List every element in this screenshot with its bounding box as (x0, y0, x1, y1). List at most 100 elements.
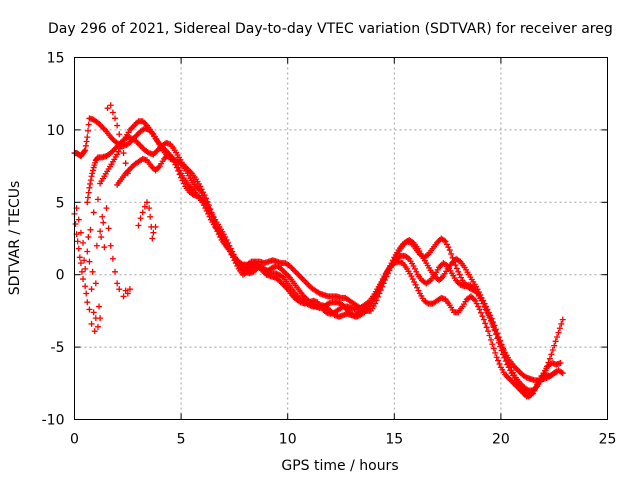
data-point-early-scatter (104, 105, 111, 112)
data-point-early-scatter (122, 160, 129, 167)
data-point-early-scatter (82, 283, 89, 290)
data-point-track-d (479, 313, 486, 320)
data-point-early-scatter (87, 226, 94, 233)
data-point-early-scatter (135, 222, 142, 229)
data-point-early-scatter (94, 323, 101, 330)
y-axis-label: SDTVAR / TECUs (7, 181, 23, 296)
data-point-early-scatter (139, 209, 146, 216)
data-point-early-scatter (146, 205, 153, 212)
data-point-track-c (492, 327, 499, 334)
data-point-track-d (486, 332, 493, 339)
data-point-early-scatter (105, 225, 112, 232)
data-point-track-a (549, 346, 556, 353)
data-point-track-d (496, 360, 503, 367)
data-point-early-scatter (96, 303, 103, 310)
data-point-track-a (554, 333, 561, 340)
data-point-early-scatter (120, 150, 127, 157)
data-point-track-d (483, 324, 490, 331)
data-point-early-scatter (89, 268, 96, 275)
data-point-early-scatter (112, 268, 119, 275)
data-point-track-c (452, 262, 459, 269)
data-point-track-d (476, 306, 483, 313)
data-point-early-scatter (86, 306, 93, 313)
y-tick-label: 5 (56, 195, 65, 211)
data-point-track-d (485, 328, 492, 335)
data-point-early-scatter (77, 260, 84, 267)
data-point-track-d (492, 349, 499, 356)
data-point-early-scatter (80, 239, 87, 246)
data-point-early-scatter (100, 219, 107, 226)
data-point-track-b (559, 370, 566, 377)
data-point-track-a (559, 316, 566, 323)
data-point-early-scatter (86, 258, 93, 265)
data-point-track-a (551, 342, 558, 349)
data-points (71, 102, 566, 400)
data-point-track-a (81, 148, 88, 155)
data-point-track-c (486, 314, 493, 321)
data-point-track-c (483, 307, 490, 314)
data-point-early-scatter (118, 141, 125, 148)
data-point-early-scatter (98, 234, 105, 241)
data-point-track-c (446, 247, 453, 254)
y-tick-label: -5 (51, 340, 65, 356)
data-point-track-c (449, 254, 456, 261)
data-point-early-scatter (141, 203, 148, 210)
data-point-early-scatter (143, 199, 150, 206)
data-point-track-d (480, 316, 487, 323)
x-tick-label: 5 (177, 432, 186, 448)
data-point-early-scatter (82, 265, 89, 272)
data-point-track-c (493, 331, 500, 338)
data-point-early-scatter (107, 242, 114, 249)
data-point-track-c (495, 334, 502, 341)
data-point-early-scatter (90, 209, 97, 216)
data-point-early-scatter (147, 213, 154, 220)
data-point-early-scatter (81, 257, 88, 264)
data-point-track-d (495, 357, 502, 364)
data-point-track-c (450, 258, 457, 265)
data-point-track-b (201, 192, 208, 199)
chart-title: Day 296 of 2021, Sidereal Day-to-day VTE… (48, 21, 613, 37)
data-point-track-c (487, 317, 494, 324)
x-tick-label: 25 (599, 432, 617, 448)
data-point-early-scatter (109, 255, 116, 262)
data-point-track-a (555, 329, 562, 336)
data-point-early-scatter (84, 299, 91, 306)
data-point-track-b (87, 180, 94, 187)
data-point-early-scatter (116, 131, 123, 138)
data-point-track-b (89, 167, 96, 174)
data-point-early-scatter (114, 122, 121, 129)
data-point-track-d (489, 341, 496, 348)
data-point-early-scatter (150, 229, 157, 236)
data-point-early-scatter (120, 293, 127, 300)
data-point-early-scatter (88, 320, 95, 327)
data-point-track-d (490, 345, 497, 352)
data-point-track-c (489, 320, 496, 327)
x-tick-label: 0 (70, 432, 79, 448)
data-point-early-scatter (112, 115, 119, 122)
data-point-early-scatter (91, 328, 98, 335)
x-tick-label: 20 (492, 432, 510, 448)
data-point-track-b (85, 189, 92, 196)
x-tick-label: 15 (385, 432, 403, 448)
data-point-early-scatter (80, 276, 87, 283)
y-tick-label: 10 (47, 123, 65, 139)
data-point-track-d (493, 354, 500, 361)
data-point-early-scatter (99, 213, 106, 220)
data-point-early-scatter (75, 245, 82, 252)
data-point-early-scatter (97, 315, 104, 322)
data-point-track-a (84, 134, 91, 141)
data-point-track-b (86, 184, 93, 191)
data-point-track-d (478, 309, 485, 316)
data-point-early-scatter (124, 170, 131, 177)
data-point-early-scatter (149, 235, 156, 242)
data-point-track-c (480, 300, 487, 307)
data-point-early-scatter (72, 221, 79, 228)
data-point-early-scatter (94, 196, 101, 203)
data-point-track-a (83, 138, 90, 145)
data-point-track-a (548, 351, 555, 358)
data-point-track-a (556, 325, 563, 332)
data-point-track-d (487, 336, 494, 343)
